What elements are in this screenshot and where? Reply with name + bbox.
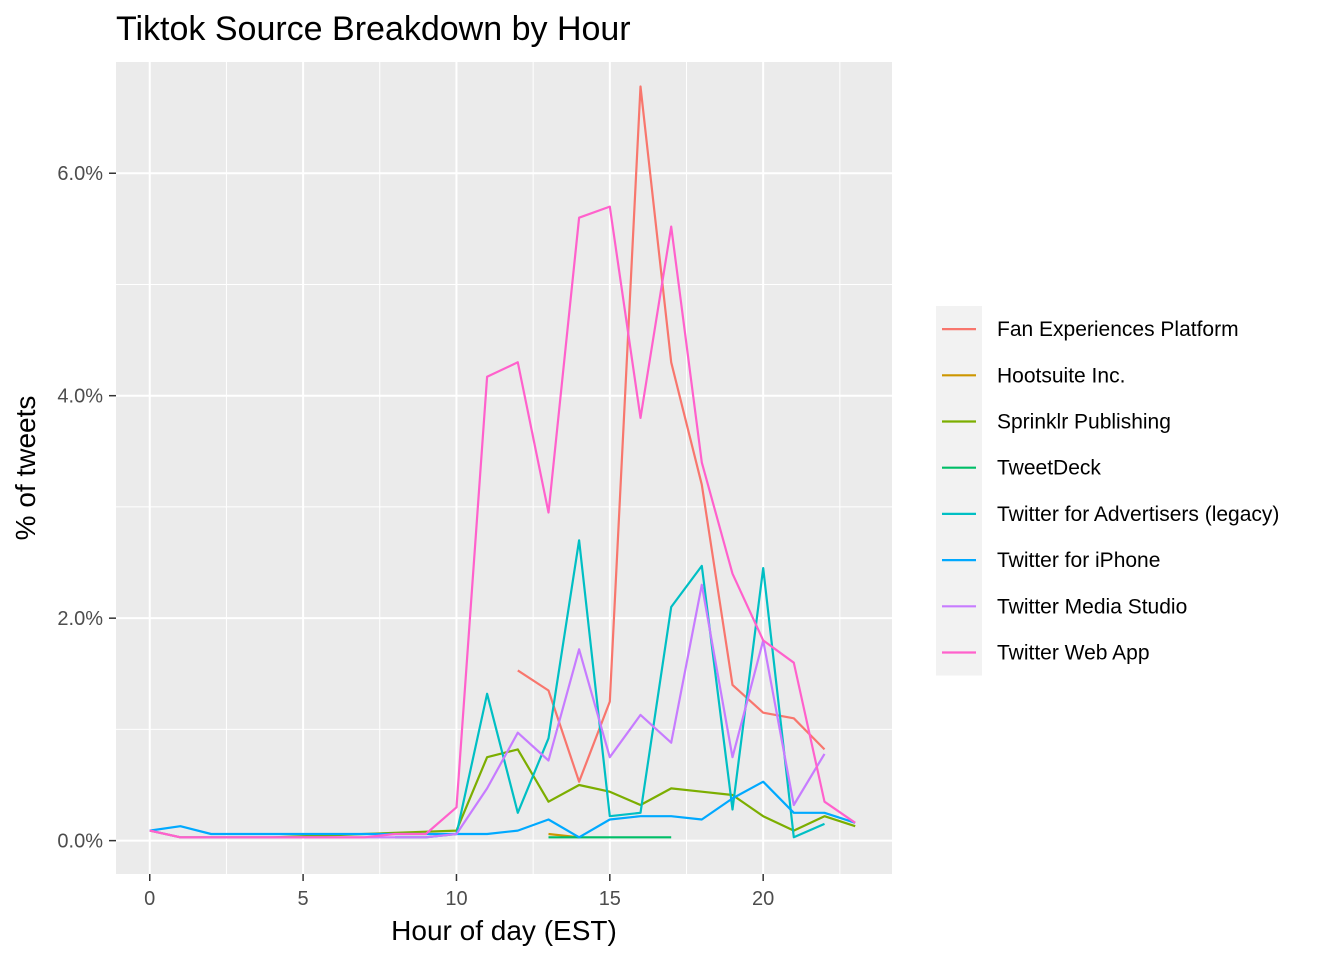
legend-label-1: Hootsuite Inc. [997,364,1125,387]
y-axis-title: % of tweets [10,396,41,541]
y-tick-label: 6.0% [57,163,103,185]
legend-label-6: Twitter Media Studio [997,595,1187,618]
series-line-0 [517,85,826,783]
series-line-7 [149,205,856,839]
legend-label-2: Sprinklr Publishing [997,411,1171,434]
series-lines [149,85,856,839]
x-axis: 0 5 10 15 20 [144,874,774,910]
legend-label-3: TweetDeck [997,457,1101,480]
legend: Fan Experiences Platform Hootsuite Inc. Sp… [936,306,1279,676]
legend-label-0: Fan Experiences Platform [997,318,1239,341]
x-tick-label: 0 [144,888,155,910]
x-tick-label: 15 [599,888,621,910]
series-line-4 [395,539,825,839]
x-tick-label: 5 [298,888,309,910]
legend-label-7: Twitter Web App [997,642,1150,665]
x-axis-title: Hour of day (EST) [391,915,617,946]
y-tick-label: 2.0% [57,608,103,630]
legend-label-5: Twitter for iPhone [997,549,1160,572]
y-tick-label: 0.0% [57,831,103,853]
legend-label-4: Twitter for Advertisers (legacy) [997,503,1279,526]
major-gridlines [116,62,892,874]
series-line-5 [149,780,856,839]
x-tick-label: 10 [445,888,467,910]
y-axis: 0.0% 2.0% 4.0% 6.0% [57,163,116,853]
y-tick-label: 4.0% [57,386,103,408]
x-tick-label: 20 [752,888,774,910]
legend-key-background [936,306,982,676]
chart-title: Tiktok Source Breakdown by Hour [116,10,631,48]
